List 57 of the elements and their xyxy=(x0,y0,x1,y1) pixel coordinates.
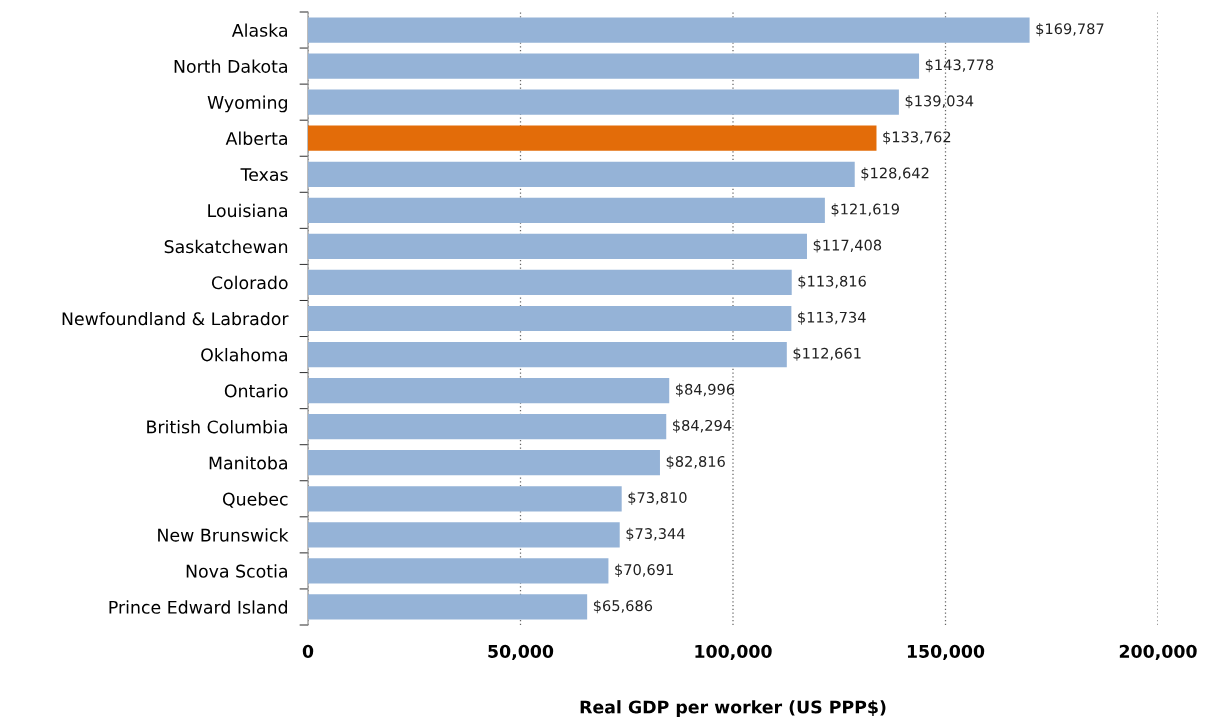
x-axis-title: Real GDP per worker (US PPP$) xyxy=(580,700,886,717)
data-label: $113,734 xyxy=(798,311,866,325)
bar xyxy=(308,125,877,151)
y-tick-label: New Brunswick xyxy=(158,528,289,542)
data-label: $73,810 xyxy=(628,491,687,505)
x-tick-label: 50,000 xyxy=(488,644,554,661)
bar xyxy=(308,558,609,584)
data-label: $84,294 xyxy=(673,419,732,433)
y-tick-label: Alberta xyxy=(225,131,287,146)
data-label: $128,642 xyxy=(861,167,929,181)
x-tick-label: 150,000 xyxy=(907,644,985,661)
data-label: $117,408 xyxy=(813,239,882,253)
bar xyxy=(308,269,792,296)
x-tick-label: 100,000 xyxy=(695,644,772,661)
y-tick-label: Nova Scotia xyxy=(186,564,287,578)
bar xyxy=(308,522,620,548)
bar xyxy=(308,486,622,512)
y-tick-label: Louisiana xyxy=(208,203,287,218)
data-label: $65,686 xyxy=(593,599,653,614)
bar xyxy=(308,414,667,440)
bar xyxy=(308,161,855,187)
data-label: $84,996 xyxy=(676,383,735,397)
bar xyxy=(308,17,1030,43)
y-tick-label: Manitoba xyxy=(209,456,287,470)
bar xyxy=(308,341,787,368)
data-label: $139,034 xyxy=(905,95,974,109)
x-tick-label: 0 xyxy=(302,644,314,658)
bar xyxy=(308,378,670,404)
x-tick-label: 200,000 xyxy=(1119,644,1197,661)
data-label: $73,344 xyxy=(626,527,685,542)
data-label: $113,816 xyxy=(798,275,866,289)
y-tick-label: Wyoming xyxy=(207,95,287,113)
bar xyxy=(308,53,920,79)
y-tick-label: Newfoundland & Labrador xyxy=(62,311,289,326)
y-tick-label: Alaska xyxy=(231,23,287,37)
bar xyxy=(308,305,792,332)
data-label: $70,691 xyxy=(615,563,673,578)
data-label: $82,816 xyxy=(666,455,725,469)
y-tick-label: Ontario xyxy=(224,384,288,398)
data-label: $169,787 xyxy=(1036,22,1104,37)
y-tick-label: Oklahoma xyxy=(201,347,287,362)
bar xyxy=(308,233,807,259)
bar xyxy=(308,197,825,223)
y-tick-label: Prince Edward Island xyxy=(109,600,287,614)
y-tick-label: British Columbia xyxy=(147,420,287,434)
bar xyxy=(308,450,660,476)
y-tick-label: Quebec xyxy=(222,492,288,508)
data-label: $133,762 xyxy=(883,131,951,145)
bar xyxy=(308,89,899,115)
y-tick-label: North Dakota xyxy=(174,59,287,73)
data-label: $143,778 xyxy=(925,59,994,73)
y-tick-label: Saskatchewan xyxy=(164,239,288,254)
bar xyxy=(308,594,588,620)
y-tick-label: Texas xyxy=(240,168,288,182)
y-tick-label: Colorado xyxy=(211,275,288,290)
data-label: $112,661 xyxy=(793,347,861,361)
data-label: $121,619 xyxy=(831,203,899,217)
